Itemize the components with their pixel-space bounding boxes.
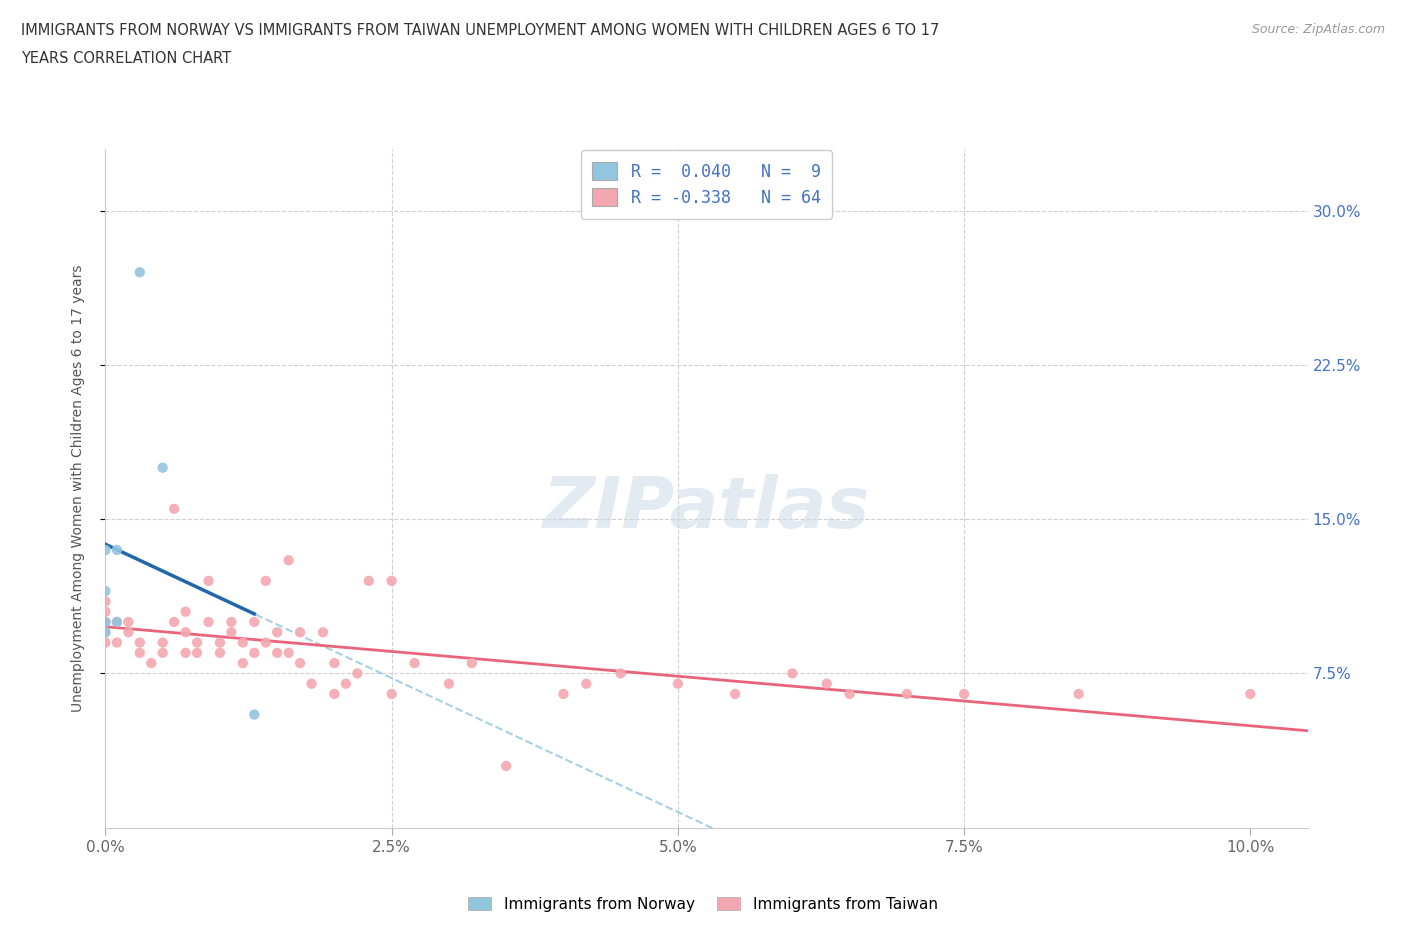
Point [94, 615, 117, 630]
Point [128, 645, 150, 660]
Point [381, 686, 404, 701]
Point [221, 615, 243, 630]
Point [243, 707, 266, 722]
Point [266, 625, 288, 640]
Point [335, 676, 357, 691]
Point [277, 645, 299, 660]
Point [197, 615, 219, 630]
Point [221, 625, 243, 640]
Point [254, 635, 277, 650]
Point [1239, 686, 1261, 701]
Point [152, 460, 174, 475]
Point [94, 625, 117, 640]
Point [117, 615, 139, 630]
Point [186, 645, 208, 660]
Point [94, 604, 117, 619]
Point [404, 656, 426, 671]
Point [197, 574, 219, 589]
Point [94, 542, 117, 557]
Point [105, 615, 128, 630]
Point [128, 635, 150, 650]
Point [609, 666, 631, 681]
Point [953, 686, 976, 701]
Point [163, 615, 186, 630]
Point [838, 686, 860, 701]
Point [666, 676, 689, 691]
Point [381, 574, 404, 589]
Point [94, 635, 117, 650]
Point [174, 645, 197, 660]
Point [94, 594, 117, 609]
Point [243, 615, 266, 630]
Point [266, 645, 288, 660]
Point [277, 552, 299, 567]
Point [232, 656, 254, 671]
Text: Source: ZipAtlas.com: Source: ZipAtlas.com [1251, 23, 1385, 36]
Point [105, 615, 128, 630]
Point [288, 656, 311, 671]
Point [437, 676, 460, 691]
Point [117, 625, 139, 640]
Point [724, 686, 747, 701]
Point [243, 645, 266, 660]
Point [152, 635, 174, 650]
Point [174, 604, 197, 619]
Point [461, 656, 484, 671]
Point [357, 574, 380, 589]
Text: YEARS CORRELATION CHART: YEARS CORRELATION CHART [21, 51, 231, 66]
Point [208, 645, 231, 660]
Point [174, 625, 197, 640]
Point [208, 635, 231, 650]
Legend: Immigrants from Norway, Immigrants from Taiwan: Immigrants from Norway, Immigrants from … [463, 890, 943, 918]
Y-axis label: Unemployment Among Women with Children Ages 6 to 17 years: Unemployment Among Women with Children A… [70, 264, 84, 712]
Legend: R =  0.040   N =  9, R = -0.338   N = 64: R = 0.040 N = 9, R = -0.338 N = 64 [581, 151, 832, 219]
Point [163, 501, 186, 516]
Point [128, 265, 150, 280]
Point [152, 645, 174, 660]
Point [553, 686, 575, 701]
Point [186, 635, 208, 650]
Point [323, 686, 346, 701]
Point [575, 676, 598, 691]
Point [815, 676, 838, 691]
Point [782, 666, 804, 681]
Text: IMMIGRANTS FROM NORWAY VS IMMIGRANTS FROM TAIWAN UNEMPLOYMENT AMONG WOMEN WITH C: IMMIGRANTS FROM NORWAY VS IMMIGRANTS FRO… [21, 23, 939, 38]
Point [232, 635, 254, 650]
Point [105, 542, 128, 557]
Point [346, 666, 368, 681]
Point [301, 676, 323, 691]
Point [141, 656, 163, 671]
Point [323, 656, 346, 671]
Point [495, 759, 517, 774]
Text: ZIPatlas: ZIPatlas [543, 474, 870, 543]
Point [94, 615, 117, 630]
Point [94, 625, 117, 640]
Point [94, 584, 117, 599]
Point [1067, 686, 1090, 701]
Point [288, 625, 311, 640]
Point [312, 625, 335, 640]
Point [896, 686, 918, 701]
Point [254, 574, 277, 589]
Point [105, 635, 128, 650]
